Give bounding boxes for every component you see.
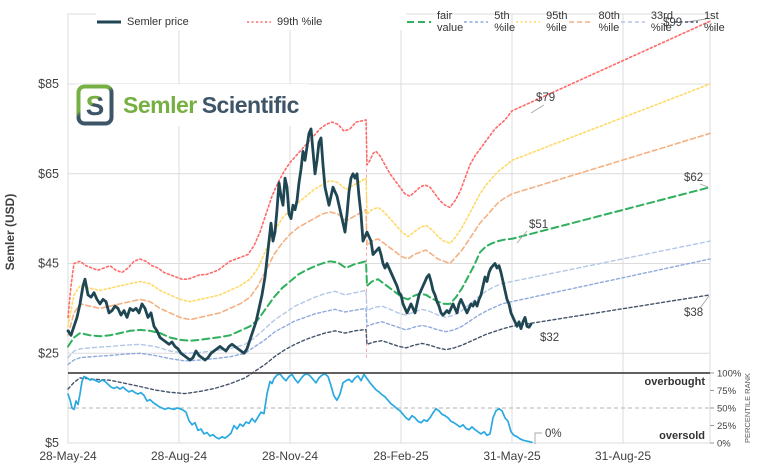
legend-label: 1st %ile (703, 9, 725, 34)
legend-swatch (407, 20, 431, 23)
series-1st-ile (67, 294, 711, 395)
x-axis-tick-label: 28-May-24 (39, 449, 97, 463)
oversold-label: oversold (659, 430, 705, 442)
chart-legend: Semler price 99th %ile fair value 5th %ile 9… (96, 10, 725, 34)
series-5th-ile (67, 258, 711, 366)
legend-item-99th-ile: 99th %ile (246, 13, 406, 30)
annotation-label: $99 (663, 17, 682, 29)
series-80th-ile (67, 132, 711, 337)
annotation-label: $62 (684, 172, 703, 184)
series-99th-ile (67, 20, 711, 319)
legend-swatch (620, 20, 645, 23)
x-axis-tick-label: 28-Nov-24 (262, 449, 318, 463)
rank-axis-title: PERCENTILE RANK (743, 373, 752, 443)
logo-text-primary: Semler (123, 91, 197, 118)
series-fair-value (67, 186, 711, 348)
annotation-leader (686, 18, 707, 23)
legend-swatch (516, 20, 541, 23)
x-axis-tick-label: 31-Aug-25 (595, 449, 651, 463)
rank-tick-label: 50% (717, 404, 737, 415)
legend-label: 33rd %ile (650, 9, 673, 34)
y-axis-tick-label: $65 (38, 167, 59, 181)
semler-logo: S Semler Scientific (76, 84, 309, 126)
annotation-leader (530, 104, 545, 114)
legend-label: 80th %ile (598, 9, 620, 34)
series-95th-ile (67, 83, 711, 328)
semler-logo-icon: S (76, 84, 114, 126)
legend-item-5th-ile: 5th %ile (463, 10, 515, 34)
legend-label: Semler price (127, 15, 189, 28)
x-axis-tick-label: 28-Aug-24 (151, 449, 207, 463)
series-semler-price (66, 127, 533, 362)
y-axis-tick-label: $45 (38, 257, 59, 271)
legend-swatch (464, 20, 489, 23)
annotation-leader (699, 295, 710, 309)
overbought-label: overbought (645, 376, 706, 388)
annotation-leader (699, 183, 709, 188)
y-axis-tick-label: $25 (38, 346, 59, 360)
logo-text-secondary: Scientific (201, 91, 300, 118)
legend-label: fair value (437, 9, 464, 34)
annotation-leader (516, 230, 528, 244)
annotation-label: $51 (529, 219, 548, 231)
legend-item-33rd-ile: 33rd %ile (620, 10, 673, 34)
x-axis-tick-label: 28-Feb-25 (373, 449, 429, 463)
x-axis-tick-label: 31-May-25 (483, 449, 541, 463)
annotation-label: $32 (540, 332, 559, 344)
legend-swatch (247, 20, 271, 23)
legend-swatch (568, 20, 593, 23)
y-axis-tick-label: $85 (38, 77, 59, 91)
legend-label: 5th %ile (494, 9, 516, 34)
svg-text:S: S (86, 90, 105, 121)
legend-item-1st-ile: 1st %ile (673, 10, 725, 34)
rank-tick-label: 0% (717, 439, 731, 450)
y-axis-title: Semler (USD) (3, 194, 17, 271)
legend-label: 99th %ile (277, 15, 323, 28)
annotation-label: 0% (545, 428, 562, 440)
legend-item-95th-ile: 95th %ile (515, 10, 568, 34)
legend-label: 95th %ile (546, 9, 568, 34)
legend-swatch (673, 20, 698, 23)
annotation-label: $38 (684, 307, 703, 319)
series-percentile-rank (67, 372, 533, 444)
rank-tick-label: 100% (717, 369, 742, 380)
y-axis-tick-label: $5 (45, 436, 59, 450)
legend-item-80th-ile: 80th %ile (568, 10, 620, 34)
annotation-leader (534, 432, 542, 444)
plot-border (67, 13, 711, 444)
rank-tick-label: 25% (717, 421, 737, 432)
legend-item-fair-value: fair value (406, 10, 463, 34)
legend-item-semler-price: Semler price (96, 13, 246, 30)
annotation-label: $79 (536, 92, 555, 104)
rank-tick-label: 75% (717, 386, 737, 397)
legend-swatch (97, 20, 121, 23)
